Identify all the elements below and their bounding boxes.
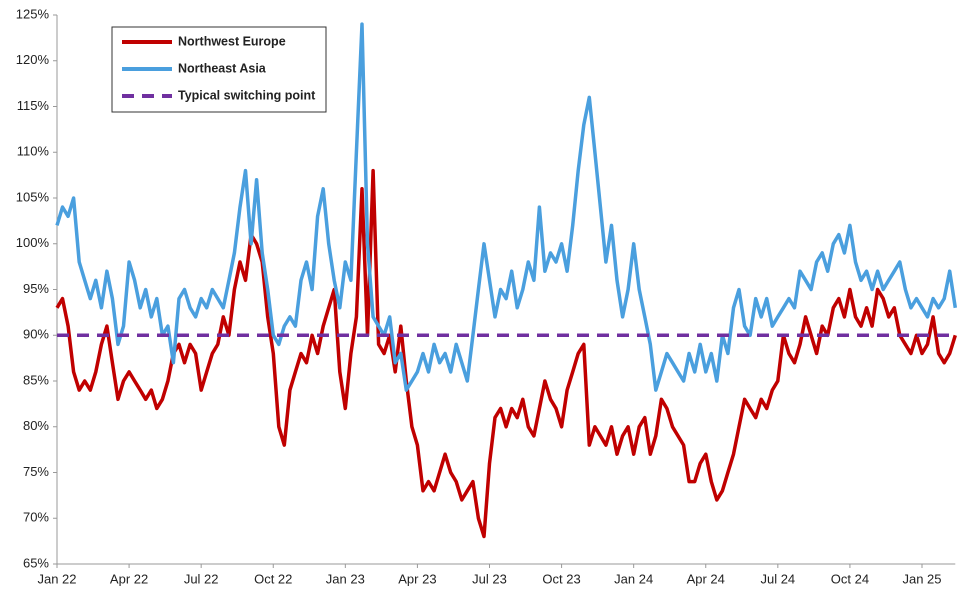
series-line: [55, 168, 957, 539]
x-tick-label: Jan 23: [326, 571, 365, 586]
x-tick-label: Jan 25: [902, 571, 941, 586]
y-tick-label: 75%: [23, 464, 49, 479]
x-tick-label: Jan 22: [37, 571, 76, 586]
y-tick-label: 100%: [16, 235, 50, 250]
x-tick-label: Jul 23: [472, 571, 507, 586]
x-tick-label: Oct 23: [542, 571, 580, 586]
x-tick-label: Oct 24: [831, 571, 869, 586]
x-tick-label: Apr 23: [398, 571, 436, 586]
x-tick-label: Apr 22: [110, 571, 148, 586]
legend-label: Northeast Asia: [178, 61, 267, 75]
legend-label: Typical switching point: [178, 88, 316, 102]
x-tick-label: Jul 22: [184, 571, 219, 586]
series-line: [55, 22, 958, 392]
y-tick-label: 115%: [17, 98, 50, 113]
y-tick-label: 80%: [23, 418, 49, 433]
x-tick-label: Jul 24: [760, 571, 795, 586]
y-tick-label: 125%: [16, 6, 50, 21]
x-tick-label: Oct 22: [254, 571, 292, 586]
y-tick-label: 85%: [23, 372, 49, 387]
y-tick-label: 70%: [23, 510, 49, 525]
y-tick-label: 95%: [23, 281, 49, 296]
y-tick-label: 105%: [16, 189, 50, 204]
x-tick-label: Jan 24: [614, 571, 653, 586]
y-tick-label: 120%: [16, 52, 50, 67]
x-tick-label: Apr 24: [687, 571, 725, 586]
legend-label: Northwest Europe: [178, 34, 286, 48]
y-tick-label: 110%: [17, 144, 50, 159]
y-tick-label: 65%: [23, 555, 49, 570]
y-tick-label: 90%: [23, 327, 49, 342]
